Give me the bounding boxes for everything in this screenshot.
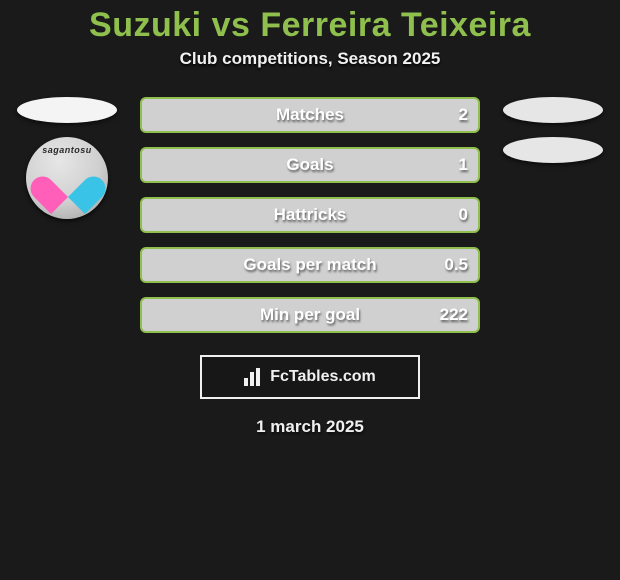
left-country-flag (17, 97, 117, 123)
stat-bar: Matches 2 (140, 97, 480, 133)
stat-label: Matches (276, 105, 344, 125)
subtitle: Club competitions, Season 2025 (0, 49, 620, 69)
page-title: Suzuki vs Ferreira Teixeira (0, 6, 620, 45)
stat-value-right: 2 (459, 105, 468, 125)
stat-bar: Goals 1 (140, 147, 480, 183)
brand-text: FcTables.com (270, 368, 376, 386)
barchart-icon (244, 368, 264, 386)
stat-bar: Hattricks 0 (140, 197, 480, 233)
comparison-card: Suzuki vs Ferreira Teixeira Club competi… (0, 6, 620, 580)
stat-label: Goals (286, 155, 333, 175)
right-column (498, 97, 608, 163)
stat-label: Hattricks (274, 205, 347, 225)
title-player-2: Ferreira Teixeira (260, 6, 531, 44)
left-club-badge-text: sagantosu (34, 145, 100, 155)
footer-date: 1 march 2025 (0, 417, 620, 437)
stat-bar: Min per goal 222 (140, 297, 480, 333)
stat-value-right: 222 (440, 305, 468, 325)
stat-value-right: 0.5 (444, 255, 468, 275)
right-country-flag (503, 97, 603, 123)
stat-label: Goals per match (243, 255, 376, 275)
stat-bars: Matches 2 Goals 1 Hattricks 0 Goals per match 0… (140, 97, 480, 333)
brand-box: FcTables.com (200, 355, 420, 399)
heart-icon (44, 161, 90, 203)
title-vs: vs (212, 6, 251, 44)
stat-bar: Goals per match 0.5 (140, 247, 480, 283)
stat-value-right: 1 (459, 155, 468, 175)
title-player-1: Suzuki (89, 6, 202, 44)
left-column: sagantosu (12, 97, 122, 219)
stat-value-right: 0 (459, 205, 468, 225)
stat-label: Min per goal (260, 305, 360, 325)
content-row: sagantosu Matches 2 Goals 1 Hattricks 0 Goals … (0, 97, 620, 333)
left-club-badge: sagantosu (26, 137, 108, 219)
right-club-badge (503, 137, 603, 163)
